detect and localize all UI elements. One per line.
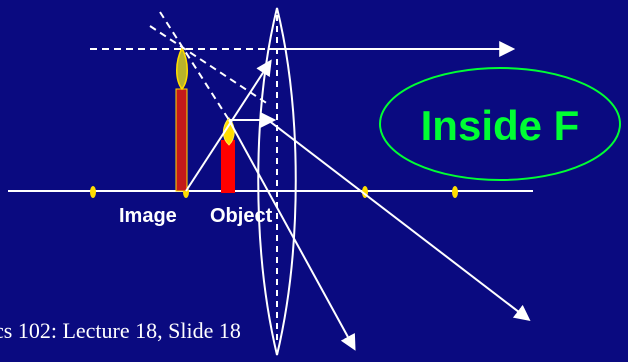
virtual-ray-extension (159, 11, 230, 121)
ray-through-focus (267, 119, 531, 321)
image-label: Image (119, 205, 177, 227)
focal-point-marker (452, 186, 458, 198)
focal-point-marker (90, 186, 96, 198)
image-flame-icon (176, 46, 188, 91)
inside-f-text: Inside F (421, 102, 580, 149)
object-label: Object (210, 205, 273, 227)
image-candle (175, 88, 188, 192)
slide-footer: cs 102: Lecture 18, Slide 18 (0, 318, 241, 343)
object-candle (221, 140, 235, 193)
ray-to-lens (185, 59, 272, 192)
inside-f-badge (379, 67, 621, 181)
ray-through-center (228, 119, 356, 351)
